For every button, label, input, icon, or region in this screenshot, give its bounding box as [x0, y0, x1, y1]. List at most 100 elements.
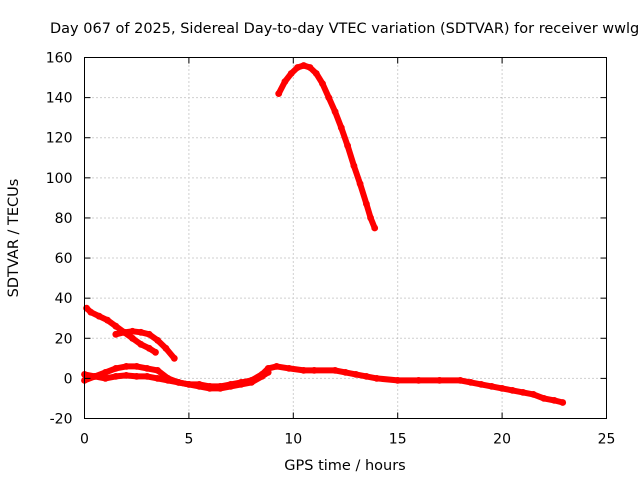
data-point — [258, 373, 266, 380]
data-point — [95, 312, 103, 320]
data-point — [129, 327, 136, 335]
y-tick-label: 140 — [46, 91, 73, 107]
data-point — [350, 162, 358, 170]
data-point — [467, 379, 475, 386]
data-point — [344, 142, 351, 150]
data-point — [175, 379, 182, 386]
y-tick-label: 160 — [46, 51, 73, 67]
data-point — [137, 340, 145, 348]
y-tick-label: -20 — [50, 412, 73, 428]
data-point — [477, 381, 485, 388]
data-point — [373, 375, 381, 382]
data-point — [145, 330, 153, 338]
data-point — [325, 94, 333, 101]
ticks — [84, 57, 607, 419]
data-point — [275, 90, 283, 97]
data-point — [509, 387, 516, 394]
x-tick-label: 5 — [184, 432, 193, 448]
data-point — [137, 328, 145, 336]
y-tick-label: 80 — [55, 211, 73, 227]
y-tick-label: 20 — [55, 331, 73, 347]
x-tick-label: 10 — [284, 432, 302, 448]
data-point — [154, 367, 162, 374]
data-point — [456, 377, 464, 384]
data-point — [237, 381, 245, 388]
data-point — [530, 391, 537, 398]
data-point — [164, 377, 172, 384]
data-point — [559, 399, 567, 406]
y-axis-label: SDTVAR / TECUs — [6, 179, 22, 298]
data-point — [394, 377, 402, 384]
x-axis-label: GPS time / hours — [284, 458, 405, 474]
data-point — [312, 70, 320, 77]
series-arc-high-points — [275, 62, 379, 232]
data-point — [112, 330, 120, 338]
data-point — [342, 369, 349, 376]
data-point — [363, 373, 370, 380]
data-point — [154, 375, 162, 382]
data-point — [227, 383, 235, 390]
y-tick-label: 0 — [64, 371, 73, 387]
data-point — [87, 308, 95, 316]
data-point — [195, 383, 203, 390]
data-point — [310, 367, 318, 374]
data-point — [143, 365, 151, 372]
data-point — [300, 367, 308, 374]
data-point — [436, 377, 443, 384]
data-point — [102, 375, 109, 382]
y-tick-label: 120 — [46, 131, 73, 147]
data-point — [306, 64, 314, 71]
data-point — [498, 385, 506, 392]
plot-frame — [84, 57, 607, 419]
data-point — [154, 336, 162, 344]
data-point — [285, 365, 293, 372]
series-arc-descending-b-points — [112, 327, 178, 362]
tick-labels: 0 5 10 15 20 25 -20 0 20 40 60 80 100 120 140 160 — [46, 51, 616, 448]
data-point — [273, 363, 280, 370]
data-point — [206, 385, 214, 392]
data-point — [331, 367, 339, 374]
data-point — [112, 322, 120, 330]
data-point — [371, 224, 379, 232]
data-point — [112, 373, 120, 380]
data-point — [352, 371, 360, 378]
y-tick-label: 100 — [46, 171, 73, 187]
x-tick-label: 25 — [598, 432, 616, 448]
data-point — [540, 395, 548, 402]
series-arc-low-secondary-points — [81, 369, 272, 392]
data-point — [152, 348, 159, 356]
data-point — [281, 78, 289, 85]
data-point — [550, 397, 558, 404]
data-point — [363, 200, 370, 208]
data-point — [356, 180, 364, 188]
data-point — [91, 373, 99, 380]
data-point — [185, 381, 193, 388]
data-point — [143, 373, 151, 380]
x-tick-label: 20 — [493, 432, 511, 448]
grid — [84, 57, 607, 419]
data-point — [300, 62, 308, 69]
data-point — [122, 363, 130, 370]
data-point — [264, 369, 272, 376]
data-point — [415, 377, 422, 384]
data-point — [294, 64, 301, 71]
data-point — [133, 363, 141, 370]
data-point — [488, 383, 496, 390]
x-tick-label: 0 — [80, 432, 89, 448]
data-point — [367, 214, 374, 222]
data-point — [112, 365, 120, 372]
data-point — [337, 124, 345, 132]
data-point — [319, 80, 326, 87]
chart-title: Day 067 of 2025, Sidereal Day-to-day VTE… — [50, 21, 639, 37]
data-point — [120, 328, 128, 336]
series-arc-descending-a — [83, 305, 159, 356]
data-point — [133, 373, 141, 380]
y-tick-label: 60 — [55, 251, 73, 267]
data-point — [162, 344, 170, 352]
data-point — [519, 389, 527, 396]
data-point — [102, 369, 109, 376]
data-point — [122, 372, 130, 379]
plot-series — [81, 62, 567, 406]
data-point — [145, 344, 153, 352]
